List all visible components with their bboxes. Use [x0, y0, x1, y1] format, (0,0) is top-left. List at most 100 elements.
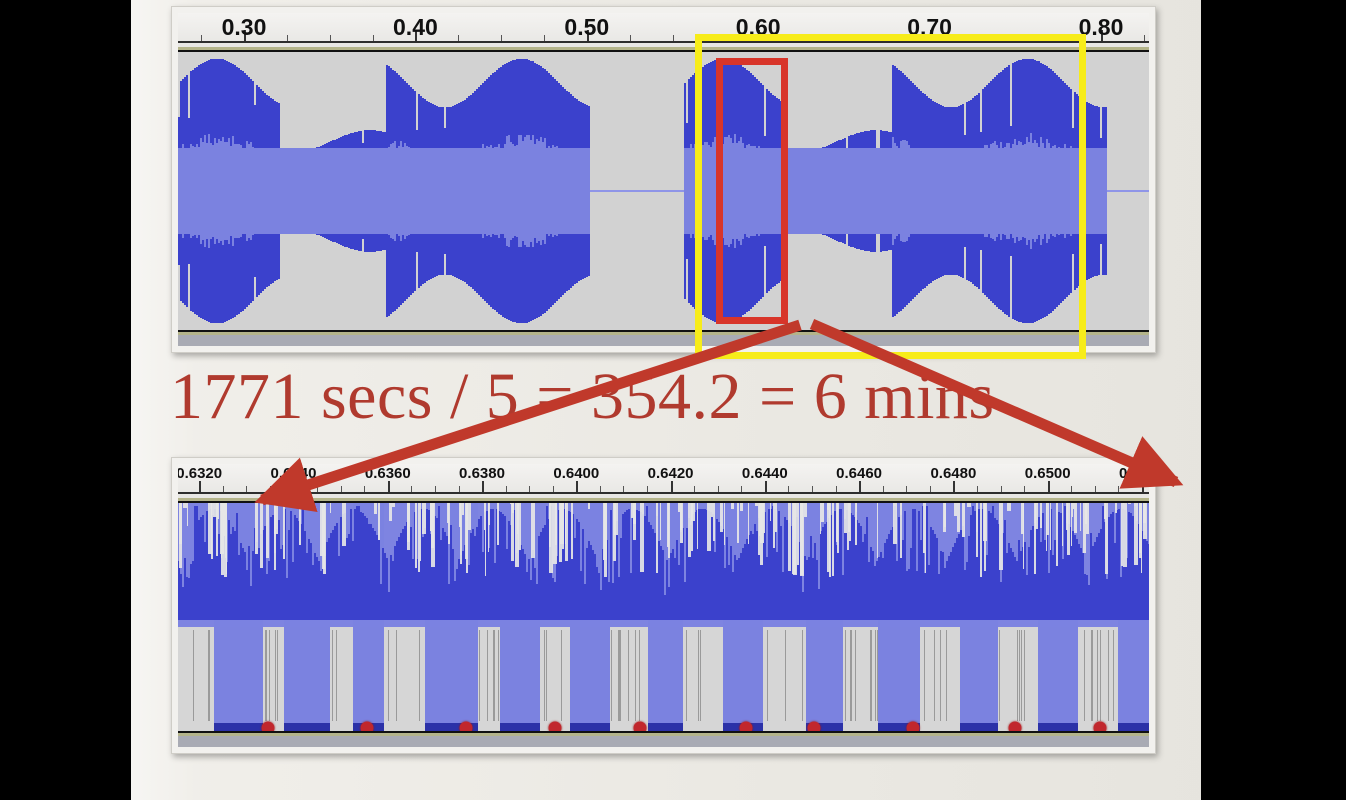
zoomed-waveform-display[interactable] — [178, 503, 1149, 731]
overview-waveform-display[interactable] — [178, 52, 1149, 330]
zoom-waveform-gap-streak — [713, 503, 715, 542]
zoom-waveform-gap-streak — [392, 503, 396, 508]
track-top-black-line — [178, 50, 1149, 52]
ruler-major-tick — [199, 481, 202, 492]
zoom-waveform-spike — [664, 595, 666, 621]
zoom-waveform-gap-streak — [924, 503, 927, 573]
zoom-waveform-spike — [490, 508, 492, 621]
zoom-selection-base-strip — [570, 723, 610, 731]
zoom-waveform-gap-streak — [1066, 503, 1069, 530]
label-marker-dot[interactable] — [633, 721, 647, 731]
zoom-waveform-gap-streak — [1104, 503, 1108, 575]
zoom-waveform-spike — [598, 572, 600, 621]
zoom-waveform-gap-streak — [255, 503, 259, 554]
zoom-waveform-spike — [926, 506, 928, 621]
zoom-waveform-spike — [724, 568, 726, 621]
zoom-track-vertical-line — [1083, 629, 1085, 721]
zoom-waveform-gap-streak — [299, 503, 302, 546]
zoom-waveform-spike — [208, 509, 210, 621]
zoom-waveform-spike — [424, 528, 426, 621]
zoom-waveform-gap-streak — [1143, 503, 1147, 539]
zoom-waveform-gap-streak — [876, 503, 878, 559]
zoom-waveform-gap-streak — [1034, 503, 1037, 575]
zoom-waveform-gap-streak — [923, 503, 925, 554]
zoomed-scroll-strip[interactable] — [178, 736, 1149, 747]
label-marker-dot[interactable] — [261, 721, 275, 731]
zoom-waveform-spike — [1020, 551, 1022, 621]
zoom-waveform-spike — [816, 559, 818, 621]
zoomed-waveform-panel[interactable]: 0.6320 0.6340 0.6360 0.6380 0.6400 0.6420 0.64… — [171, 457, 1156, 754]
overview-waveform-panel[interactable]: 0.30 0.40 0.50 0.60 0.70 0.80 — [171, 6, 1156, 353]
zoom-waveform-spike — [544, 524, 546, 621]
zoom-waveform-spike — [358, 506, 360, 621]
zoom-track-vertical-line — [999, 629, 1001, 721]
zoomed-timeline-ruler[interactable]: 0.6320 0.6340 0.6360 0.6380 0.6400 0.6420 0.64… — [178, 464, 1149, 498]
label-marker-dot[interactable] — [1008, 721, 1022, 731]
label-marker-dot[interactable] — [807, 721, 821, 731]
zoom-waveform-spike — [1006, 553, 1008, 621]
zoom-waveform-spike — [718, 522, 720, 621]
label-marker-dot[interactable] — [1093, 721, 1106, 731]
label-marker-dot[interactable] — [739, 721, 753, 731]
zoom-waveform-spike — [974, 511, 976, 621]
zoom-waveform-spike — [934, 534, 936, 621]
zoom-waveform-spike — [874, 565, 876, 621]
zoom-waveform-spike — [830, 515, 832, 621]
label-marker-dot[interactable] — [360, 721, 374, 731]
zoom-track-vertical-line — [544, 629, 546, 721]
zoom-waveform-spike — [1016, 560, 1018, 621]
zoom-selection-base-strip — [806, 723, 843, 731]
zoom-waveform-spike — [770, 508, 772, 621]
zoom-waveform-gap-streak — [183, 503, 187, 509]
zoom-waveform-gap-streak — [1123, 503, 1128, 567]
zoom-waveform-spike — [1120, 577, 1122, 621]
zoom-waveform-spike — [192, 561, 194, 621]
zoom-waveform-spike — [244, 552, 246, 621]
label-marker-dot[interactable] — [906, 721, 920, 731]
zoom-waveform-spike — [1090, 533, 1092, 621]
ruler-label: 0.6380 — [459, 465, 505, 482]
zoom-waveform-spike — [510, 524, 512, 621]
zoom-waveform-spike — [746, 539, 748, 621]
zoom-waveform-gap-streak — [211, 503, 214, 559]
zoom-waveform-spike — [212, 515, 214, 621]
zoom-waveform-spike — [994, 517, 996, 621]
zoom-waveform-spike — [738, 557, 740, 621]
zoom-waveform-spike — [286, 577, 288, 621]
zoom-waveform-spike — [740, 552, 742, 621]
zoom-track-vertical-line — [560, 629, 562, 721]
zoom-waveform-spike — [948, 556, 950, 621]
zoom-waveform-spike — [514, 509, 516, 621]
selection-box-red — [716, 58, 789, 324]
zoom-waveform-gap-streak — [803, 503, 808, 517]
overview-timeline-ruler[interactable]: 0.30 0.40 0.50 0.60 0.70 0.80 — [178, 13, 1149, 47]
zoom-waveform-spike — [662, 550, 664, 621]
zoom-waveform-gap-streak — [447, 503, 450, 544]
zoom-waveform-spike — [506, 549, 508, 621]
label-marker-dot[interactable] — [548, 721, 562, 731]
zoomed-audio-track[interactable] — [178, 498, 1149, 747]
zoom-waveform-spike — [298, 520, 300, 621]
overview-audio-track[interactable] — [178, 47, 1149, 346]
zoom-waveform-spike — [392, 560, 394, 621]
zoom-waveform-spike — [846, 509, 848, 621]
ruler-minor-tick — [906, 486, 908, 492]
zoom-waveform-gap-streak — [1085, 503, 1089, 534]
ruler-minor-tick — [672, 35, 674, 41]
zoom-waveform-spike — [858, 522, 860, 621]
zoom-waveform-spike — [360, 511, 362, 621]
zoom-waveform-gap-streak — [724, 503, 726, 545]
zoom-waveform-gap-streak — [855, 503, 857, 545]
zoom-track-vertical-line — [870, 629, 872, 721]
zoom-waveform-spike — [264, 526, 266, 621]
label-marker-dot[interactable] — [459, 721, 473, 731]
zoom-waveform-gap-streak — [531, 503, 536, 558]
zoom-waveform-spike — [1146, 540, 1148, 621]
zoom-waveform-spike — [372, 528, 374, 621]
zoom-waveform-gap-streak — [792, 503, 796, 574]
silence-region — [590, 52, 684, 330]
zoom-waveform-spike — [1080, 548, 1082, 621]
zoom-waveform-spike — [1048, 573, 1050, 621]
zoom-waveform-spike — [754, 523, 756, 621]
zoom-waveform-gap-streak — [467, 503, 472, 531]
